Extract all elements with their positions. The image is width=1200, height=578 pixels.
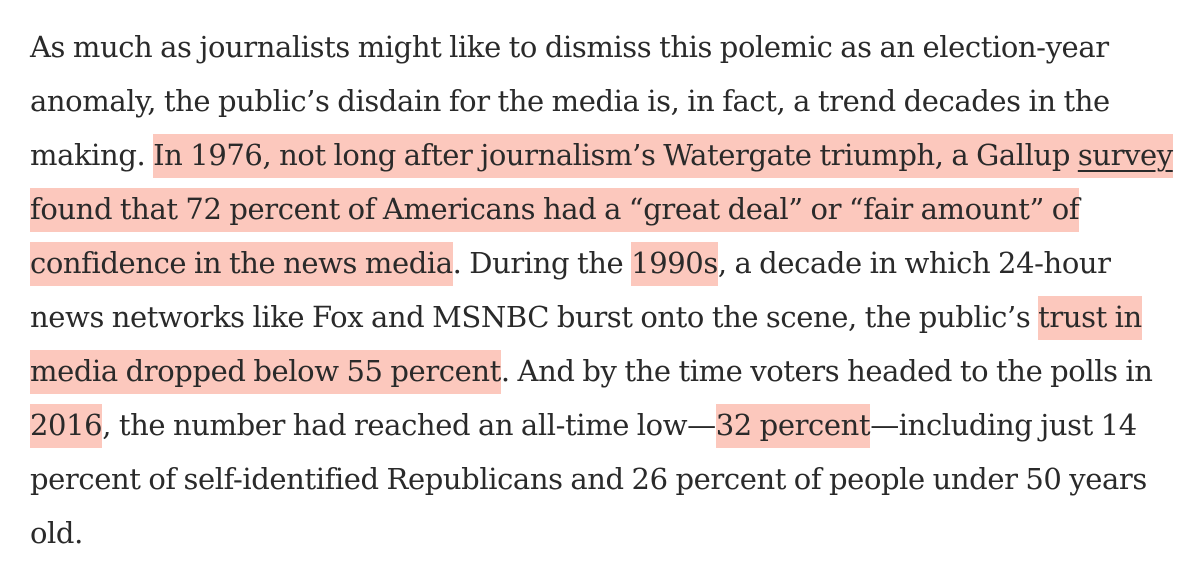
text-segment: , a decade in which 24-hour news network… bbox=[30, 246, 1111, 334]
highlight-text: In 1976, not long after journalism’s Wat… bbox=[153, 138, 1078, 172]
text-segment-intro: As much as journalists might like to dis… bbox=[30, 30, 1110, 172]
highlight-1990s: 1990s bbox=[631, 242, 718, 286]
article-paragraph: As much as journalists might like to dis… bbox=[30, 20, 1180, 560]
text-segment: . During the bbox=[452, 246, 632, 280]
text-segment: . And by the time voters headed to the p… bbox=[500, 354, 1153, 388]
highlight-text: found that 72 percent of Americans had a… bbox=[30, 192, 1080, 280]
text-segment-closing: —including just 14 percent of self-ident… bbox=[30, 408, 1147, 550]
survey-link[interactable]: survey bbox=[1077, 138, 1173, 172]
highlight-32-percent: 32 percent bbox=[715, 404, 871, 448]
highlight-2016: 2016 bbox=[30, 404, 103, 448]
text-segment: , the number had reached an all-time low… bbox=[102, 408, 716, 442]
